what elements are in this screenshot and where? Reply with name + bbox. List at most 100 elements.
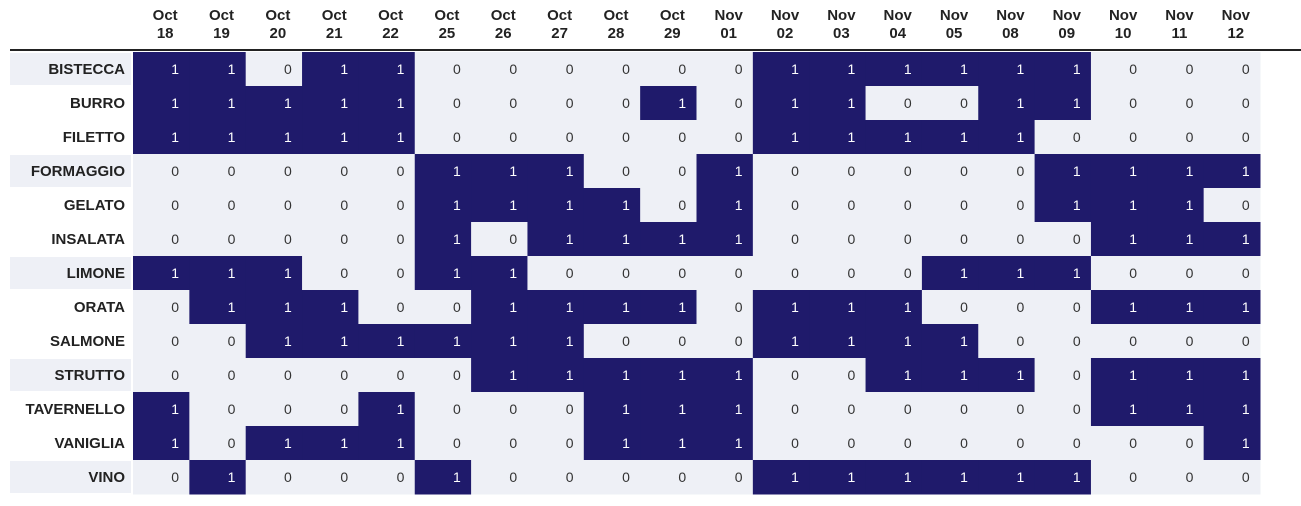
cell-value: 0 (397, 231, 405, 247)
heatmap-cell (302, 460, 359, 495)
cell-value: 0 (566, 401, 574, 417)
heatmap-cell (978, 358, 1036, 393)
heatmap-cell (358, 426, 416, 461)
cell-value: 1 (622, 401, 630, 417)
heatmap-cell (865, 392, 923, 427)
cell-value: 0 (228, 401, 236, 417)
heatmap-cell (358, 290, 416, 325)
col-header-month: Oct (491, 7, 516, 24)
heatmap-cell (752, 120, 810, 155)
heatmap-cell (978, 52, 1036, 87)
cell-value: 0 (1186, 333, 1194, 349)
cell-value: 1 (171, 435, 179, 451)
heatmap-cell (414, 222, 472, 257)
cell-value: 1 (791, 469, 799, 485)
heatmap-cell (1147, 52, 1205, 87)
heatmap-cell (865, 222, 923, 257)
heatmap-cell (921, 86, 979, 121)
heatmap-cell (414, 392, 472, 427)
cell-value: 0 (171, 299, 179, 315)
heatmap-cell (1203, 222, 1261, 257)
cell-value: 0 (228, 367, 236, 383)
cell-value: 0 (340, 401, 348, 417)
heatmap-cell (1203, 86, 1261, 121)
cell-value: 0 (1186, 95, 1194, 111)
cell-value: 1 (453, 231, 461, 247)
cell-value: 0 (284, 231, 292, 247)
heatmap-cell (133, 426, 190, 461)
cell-value: 1 (397, 435, 405, 451)
heatmap-cell (1203, 426, 1261, 461)
cell-value: 1 (228, 299, 236, 315)
heatmap-cell (189, 52, 247, 87)
cell-value: 1 (1186, 299, 1194, 315)
cell-value: 1 (1186, 401, 1194, 417)
heatmap-cell (1034, 426, 1092, 461)
heatmap-cell (189, 358, 247, 393)
col-header-month: Nov (940, 7, 969, 24)
cell-value: 0 (791, 265, 799, 281)
cell-value: 0 (397, 197, 405, 213)
cell-value: 1 (847, 469, 855, 485)
heatmap-cell (1203, 154, 1261, 189)
cell-value: 0 (791, 435, 799, 451)
heatmap-cell (978, 120, 1036, 155)
heatmap-cell (1034, 324, 1092, 359)
heatmap-cell (921, 256, 979, 291)
cell-value: 0 (904, 401, 912, 417)
heatmap-cell (583, 188, 641, 223)
heatmap-cell (921, 460, 979, 495)
cell-value: 0 (1017, 333, 1025, 349)
cell-value: 1 (1073, 95, 1081, 111)
cell-value: 1 (340, 129, 348, 145)
cell-value: 0 (509, 401, 517, 417)
row-label-bg (10, 461, 131, 493)
cell-value: 0 (1129, 265, 1137, 281)
cell-value: 1 (1186, 367, 1194, 383)
col-header-day: 22 (382, 25, 399, 42)
cell-value: 0 (847, 435, 855, 451)
cell-value: 1 (228, 265, 236, 281)
cell-value: 0 (1242, 265, 1250, 281)
cell-value: 1 (397, 401, 405, 417)
cell-value: 0 (1073, 231, 1081, 247)
heatmap-cell (978, 154, 1036, 189)
cell-value: 1 (228, 129, 236, 145)
heatmap-cell (696, 120, 754, 155)
heatmap-cell (414, 324, 472, 359)
cell-value: 0 (960, 231, 968, 247)
cell-value: 1 (566, 367, 574, 383)
row-label-bg (10, 53, 131, 85)
cell-value: 0 (735, 469, 743, 485)
cell-value: 0 (509, 469, 517, 485)
cell-value: 1 (904, 61, 912, 77)
heatmap-cell (245, 256, 303, 291)
cell-value: 0 (1073, 129, 1081, 145)
heatmap-cell (1203, 460, 1261, 495)
cell-value: 0 (904, 95, 912, 111)
heatmap-cell (527, 120, 585, 155)
heatmap-cell (865, 52, 923, 87)
cell-value: 1 (960, 333, 968, 349)
heatmap-cell (696, 290, 754, 325)
heatmap-cell (1147, 290, 1205, 325)
heatmap-cell (471, 86, 528, 121)
cell-value: 0 (284, 401, 292, 417)
cell-value: 1 (847, 333, 855, 349)
cell-value: 0 (904, 163, 912, 179)
col-header-month: Nov (1053, 7, 1082, 24)
heatmap-cell (1034, 120, 1092, 155)
cell-value: 1 (284, 435, 292, 451)
cell-value: 1 (340, 299, 348, 315)
heatmap-cell (245, 120, 303, 155)
cell-value: 0 (735, 61, 743, 77)
row-label: VINO (88, 469, 125, 486)
cell-value: 0 (847, 265, 855, 281)
cell-value: 1 (1129, 163, 1137, 179)
heatmap-cell (978, 392, 1036, 427)
heatmap-cell (527, 392, 585, 427)
heatmap-cell (471, 358, 528, 393)
cell-value: 1 (566, 333, 574, 349)
cell-value: 0 (791, 231, 799, 247)
